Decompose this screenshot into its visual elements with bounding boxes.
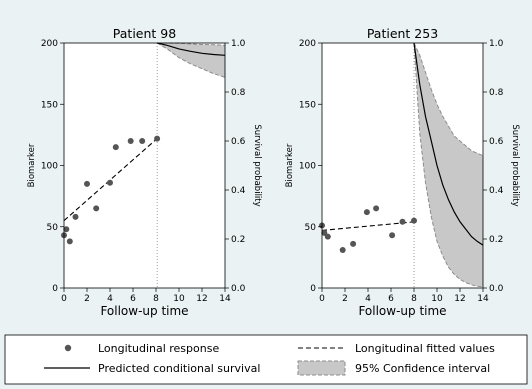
y-right-tick-label: 0.2 [489,235,503,245]
survival-curve [413,42,484,246]
x-tick-label: 10 [431,294,443,304]
x-tick-label: 0 [61,294,67,304]
x-tick-label: 12 [196,294,207,304]
ci-band [414,43,483,287]
x-tick-label: 4 [107,294,113,304]
x-tick-label: 8 [411,294,417,304]
y-right-axis-label: Survival probability [252,124,262,206]
y-left-tick-label: 100 [41,162,58,172]
y-right-tick-label: 0.4 [231,186,246,196]
y-left-tick-label: 150 [299,100,316,110]
y-right-tick-label: 0.2 [231,235,245,245]
y-left-tick-label: 150 [41,100,58,110]
x-tick-label: 8 [153,294,159,304]
y-left-axis-label: Biomarker [27,143,37,187]
ci-lower-line [156,42,226,78]
biomarker-point [324,233,331,240]
x-tick-label: 12 [454,294,465,304]
legend-box [4,334,528,385]
ci-lower-line [413,42,484,288]
y-right-tick-label: 0.8 [489,88,504,98]
fitted-line [321,221,415,231]
legend-label: Longitudinal response [98,342,219,355]
y-right-tick-label: 1.0 [231,39,246,49]
x-tick-label: 4 [365,294,371,304]
legend: Longitudinal response Longitudinal fitte… [4,334,528,385]
panel-patient-253: 0 2 4 6 8 10 12 14 0 50 100 150 200 0.0 0.2 0.4 0.6 0.8 1.… [285,26,520,318]
biomarker-point [127,138,134,144]
biomarker-point [72,213,79,220]
biomarker-point [63,226,70,233]
x-tick-label: 14 [477,294,489,304]
y-right-tick-label: 0.4 [489,186,504,196]
y-left-tick-label: 200 [299,39,316,49]
x-axis-label: Follow-up time [358,304,446,318]
panel-title: Patient 98 [113,26,176,41]
biomarker-point [112,144,119,151]
biomarker-point [399,218,406,225]
biomarker-point [339,247,346,253]
y-right-tick-label: 0.6 [231,137,246,147]
legend-label: Predicted conditional survival [98,362,260,375]
x-axis-label: Follow-up time [100,304,188,318]
panel-title: Patient 253 [367,26,438,41]
biomarker-point [350,240,357,247]
legend-marker-band [297,360,346,376]
x-tick-label: 6 [388,294,394,304]
y-right-tick-label: 0.8 [231,88,246,98]
y-right-axis-label: Survival probability [510,124,520,206]
ci-upper-line [157,42,226,46]
legend-label: 95% Confidence interval [355,362,490,375]
x-tick-label: 10 [173,294,185,304]
legend-label: Longitudinal fitted values [355,342,495,355]
biomarker-point [66,238,73,245]
x-tick-label: 6 [130,294,136,304]
biomarker-point [139,138,146,144]
x-tick-label: 2 [84,294,90,304]
ci-upper-line [413,42,484,157]
panel-patient-98: 0 2 4 6 8 10 12 14 0 50 100 150 200 0.0 0.2 0.4 0.6 0.8 1.… [27,26,262,318]
y-right-tick-label: 1.0 [489,39,504,49]
y-left-tick-label: 50 [305,223,317,233]
y-left-tick-label: 50 [47,223,59,233]
biomarker-point [363,209,370,216]
biomarker-point [373,205,380,212]
biomarker-point [107,179,113,186]
biomarker-point [93,205,100,212]
y-left-tick-label: 100 [299,162,316,172]
plot-area [64,43,225,288]
biomarker-point [389,232,396,239]
y-right-tick-label: 0.6 [489,137,504,147]
y-right-tick-label: 0.0 [489,284,504,294]
y-left-tick-label: 0 [310,284,316,294]
survival-curve [156,42,226,56]
x-tick-label: 14 [219,294,231,304]
ci-band [157,43,225,78]
x-tick-label: 0 [319,294,325,304]
y-left-axis-label: Biomarker [285,143,295,187]
x-tick-label: 2 [342,294,348,304]
biomarker-point [411,217,417,224]
y-left-tick-label: 200 [41,39,58,49]
legend-marker-point [64,344,72,352]
biomarker-point [154,135,161,142]
fitted-line [63,138,158,222]
y-right-tick-label: 0.0 [231,284,246,294]
y-left-tick-label: 0 [52,284,58,294]
biomarker-point [84,180,90,187]
